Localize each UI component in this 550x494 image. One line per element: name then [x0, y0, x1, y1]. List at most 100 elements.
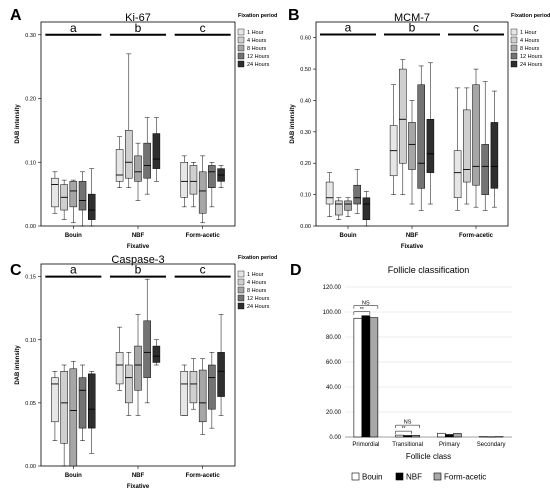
box-4-hours	[125, 130, 133, 179]
box-24-hours	[152, 133, 161, 169]
y-tick-label: 0.50	[300, 67, 311, 73]
box-12-hours	[78, 377, 87, 429]
y-tick-label: 20.00	[326, 410, 342, 416]
legend-label: 24 Hours	[520, 62, 543, 68]
box-8-hours	[69, 181, 78, 208]
y-tick-label: 0.05	[25, 401, 36, 407]
y-axis-label: DAB intensity	[15, 345, 21, 385]
y-tick-label: 0.30	[25, 33, 36, 39]
chart-title: MCM-7	[394, 12, 430, 24]
legend-label: 4 Hours	[247, 280, 267, 286]
panel-label: A	[10, 7, 22, 24]
legend-swatch	[395, 472, 404, 481]
box-4-hours	[335, 200, 343, 216]
box-24-hours	[87, 193, 96, 220]
x-tick-label: NBF	[132, 233, 145, 239]
y-tick-label: 0.10	[25, 160, 36, 166]
x-tick-label: Secondary	[477, 442, 506, 448]
box-12-hours	[481, 144, 489, 195]
legend-label: 24 Hours	[247, 62, 270, 68]
panel-label: C	[10, 262, 22, 279]
bar-form-acetic	[369, 317, 379, 438]
legend-label: 8 Hours	[247, 288, 267, 294]
y-tick-label: 60.00	[326, 360, 342, 366]
box-24-hours	[87, 373, 96, 429]
legend-swatch	[237, 28, 245, 36]
legend-label: 1 Hour	[520, 30, 537, 36]
box-1-hour	[180, 162, 189, 198]
group-letter: b	[409, 21, 416, 35]
chart-title: Ki-67	[125, 12, 151, 24]
box-12-hours	[78, 181, 87, 211]
legend-swatch	[237, 294, 245, 302]
y-tick-label: 0.10	[300, 193, 311, 199]
legend-label: NBF	[406, 473, 422, 482]
y-tick-label: 0.60	[300, 36, 311, 42]
box-24-hours	[426, 119, 435, 173]
y-axis-label: DAB intensity	[290, 104, 296, 144]
legend-label: 1 Hour	[247, 272, 264, 278]
legend-label: 8 Hours	[520, 46, 540, 52]
legend-swatch	[237, 286, 245, 294]
legend-swatch	[237, 270, 245, 278]
bar-nbf	[445, 434, 454, 438]
y-tick-label: 80.00	[326, 335, 342, 341]
box-1-hour	[51, 177, 59, 208]
x-axis-label: Fixative	[127, 244, 150, 250]
box-24-hours	[490, 122, 499, 189]
panel-c-caspase3: C Caspase-3 0.00 0.05 0.10 0.15 DAB intensity B…	[10, 254, 277, 490]
legend-swatch	[237, 302, 245, 310]
bar-nbf	[403, 435, 412, 438]
x-tick-label: Bouin	[65, 473, 82, 479]
box-8-hours	[408, 122, 416, 170]
box-12-hours	[417, 84, 425, 189]
x-tick-label: Bouin	[65, 233, 82, 239]
y-tick-label: 0.00	[25, 224, 36, 230]
group-letter: c	[200, 21, 206, 35]
significance-label-lower: **	[360, 307, 364, 313]
legend-swatch	[237, 278, 245, 286]
y-tick-label: 0.10	[25, 338, 36, 344]
group-letter: b	[135, 263, 142, 277]
box-1-hour	[453, 150, 462, 199]
x-tick-label: Transitional	[392, 442, 423, 448]
legend-swatch	[237, 36, 245, 44]
legend-label: 12 Hours	[247, 296, 270, 302]
box-8-hours	[134, 155, 142, 182]
group-letter: a	[70, 21, 77, 35]
y-tick-label: 0.30	[300, 130, 311, 136]
bar-form-acetic	[453, 433, 462, 438]
bar-bouin	[353, 317, 363, 438]
legend-label: 12 Hours	[520, 54, 543, 60]
box-8-hours	[198, 171, 207, 214]
legend-swatch	[237, 52, 245, 60]
x-axis-label: Fixative	[127, 484, 150, 490]
group-letter: c	[200, 263, 206, 277]
legend-label: Bouin	[362, 473, 382, 482]
significance-label-upper: NS	[404, 420, 412, 426]
box-4-hours	[399, 68, 407, 164]
x-tick-label: Form-acetic	[186, 233, 221, 239]
panel-label: B	[288, 7, 300, 24]
legend-label: 4 Hours	[247, 38, 267, 44]
y-tick-label: 0.00	[300, 224, 311, 230]
box-12-hours	[143, 142, 151, 179]
x-tick-label: Form-acetic	[459, 233, 494, 239]
group-letter: a	[345, 21, 352, 35]
bar-bouin	[395, 434, 404, 438]
x-tick-label: Primordial	[352, 442, 379, 448]
significance-label-upper: NS	[362, 300, 370, 306]
box-8-hours	[472, 84, 480, 186]
legend-title: Fixation period	[238, 13, 277, 19]
x-tick-label: Form-acetic	[186, 473, 221, 479]
box-4-hours	[125, 364, 133, 404]
y-tick-label: 120.00	[323, 285, 342, 291]
box-4-hours	[60, 371, 68, 444]
box-4-hours	[463, 109, 471, 183]
box-24-hours	[217, 352, 225, 397]
box-12-hours	[143, 320, 151, 378]
x-tick-label: Bouin	[340, 233, 357, 239]
group-letter: b	[135, 21, 142, 35]
y-tick-label: 0.20	[25, 97, 36, 103]
box-24-hours	[152, 345, 161, 363]
